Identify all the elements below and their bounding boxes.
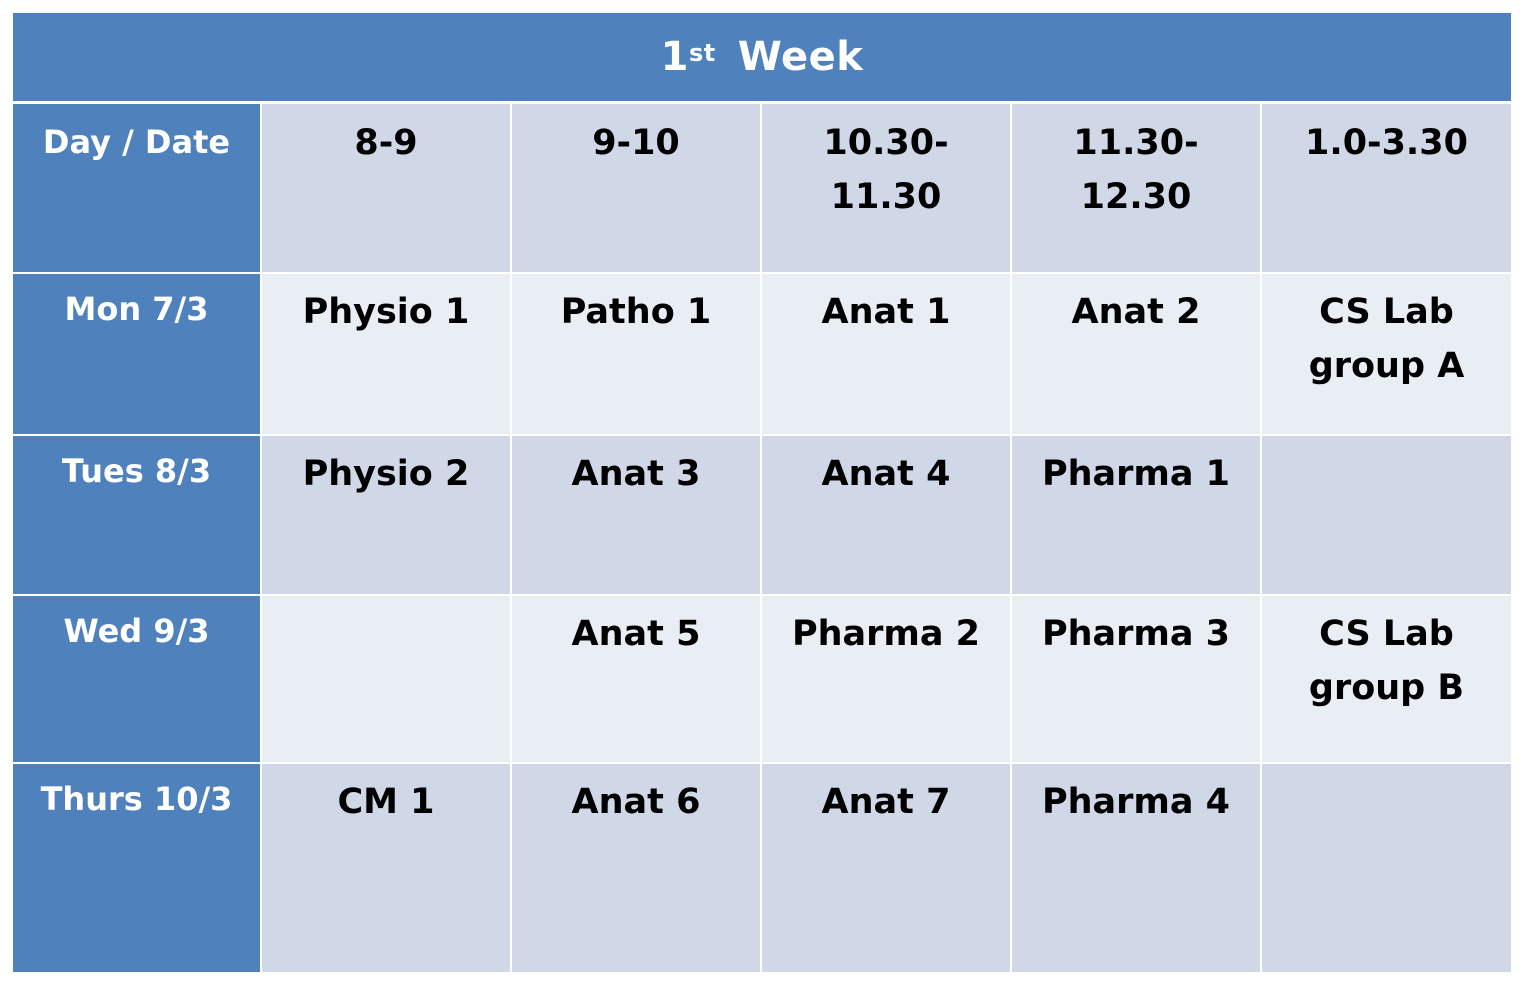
table-cell xyxy=(1262,436,1511,594)
table-cell xyxy=(262,596,510,762)
table-cell: CS Lab group B xyxy=(1262,596,1511,762)
table-cell: Physio 2 xyxy=(262,436,510,594)
timetable-grid: Day / Date 8-9 9-10 10.30- 11.30 11.30- … xyxy=(13,104,1511,974)
table-cell: Anat 5 xyxy=(512,596,760,762)
week-title-word: Week xyxy=(737,34,864,80)
header-slot-9-10: 9-10 xyxy=(512,104,760,272)
day-label-tues: Tues 8/3 xyxy=(13,436,260,594)
table-cell xyxy=(1262,764,1511,972)
table-cell: Anat 6 xyxy=(512,764,760,972)
header-slot-1-0: 1.0-3.30 xyxy=(1262,104,1511,272)
table-cell: Pharma 1 xyxy=(1012,436,1260,594)
table-cell: Anat 1 xyxy=(762,274,1010,434)
table-cell: Pharma 2 xyxy=(762,596,1010,762)
table-cell: Anat 3 xyxy=(512,436,760,594)
day-label-thurs: Thurs 10/3 xyxy=(13,764,260,972)
table-cell: CM 1 xyxy=(262,764,510,972)
table-cell: Patho 1 xyxy=(512,274,760,434)
week-title-suffix: st xyxy=(689,39,716,67)
header-slot-8-9: 8-9 xyxy=(262,104,510,272)
table-cell: Anat 4 xyxy=(762,436,1010,594)
table-cell: Physio 1 xyxy=(262,274,510,434)
table-cell: Anat 2 xyxy=(1012,274,1260,434)
table-cell: Anat 7 xyxy=(762,764,1010,972)
table-cell: Pharma 4 xyxy=(1012,764,1260,972)
day-label-wed: Wed 9/3 xyxy=(13,596,260,762)
header-slot-11-30: 11.30- 12.30 xyxy=(1012,104,1260,272)
day-label-mon: Mon 7/3 xyxy=(13,274,260,434)
header-slot-10-30: 10.30- 11.30 xyxy=(762,104,1010,272)
week-title-ordinal: 1 xyxy=(660,34,689,80)
table-cell: Pharma 3 xyxy=(1012,596,1260,762)
table-cell: CS Lab group A xyxy=(1262,274,1511,434)
header-day-date: Day / Date xyxy=(13,104,260,272)
